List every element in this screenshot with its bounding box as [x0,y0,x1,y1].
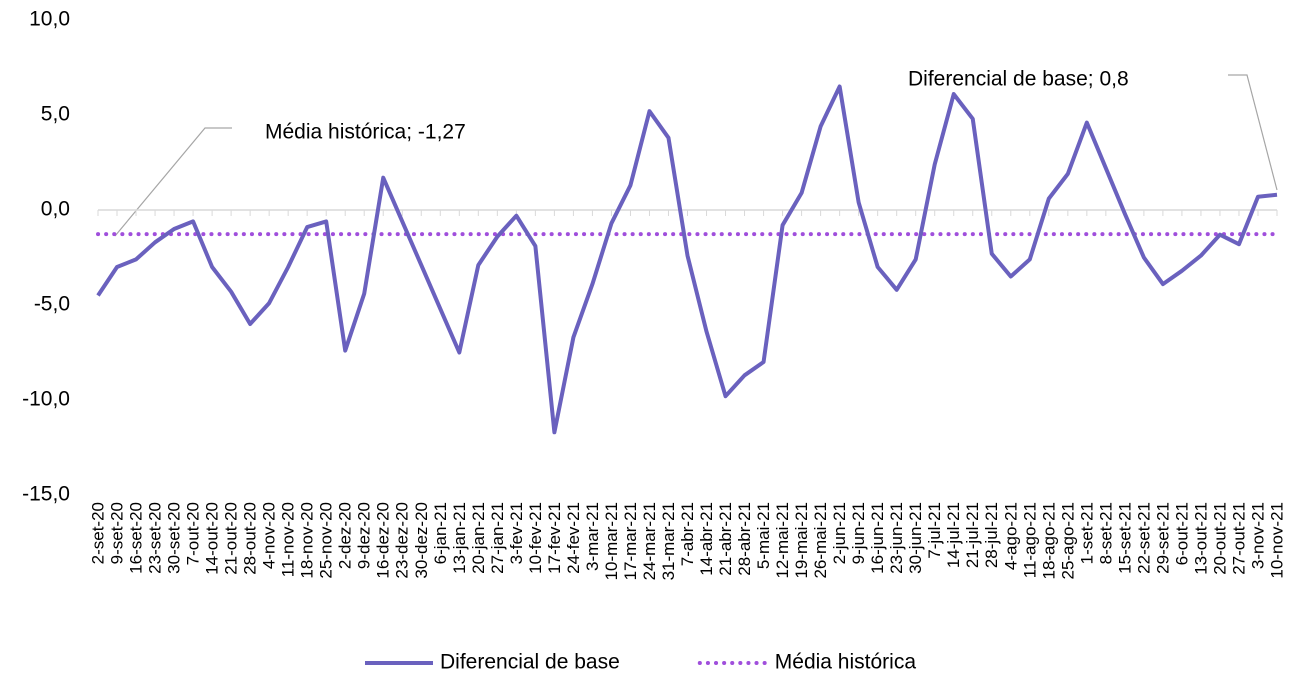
x-tick-label: 20-out-21 [1210,502,1229,575]
x-tick-label: 29-set-21 [1153,502,1172,574]
x-tick-label: 25-nov-20 [317,502,336,579]
x-tick-label: 14-out-20 [203,502,222,575]
x-tick-label: 14-jul-21 [944,502,963,568]
x-tick-label: 14-abr-21 [697,502,716,576]
x-tick-label: 2-jun-21 [830,502,849,564]
x-tick-label: 18-nov-20 [298,502,317,579]
x-tick-label: 30-set-20 [165,502,184,574]
x-tick-label: 2-dez-20 [336,502,355,569]
series-line [96,84,1278,435]
x-tick-label: 5-mai-21 [754,502,773,569]
x-tick-label: 4-ago-21 [1001,502,1020,570]
x-tick-label: 24-fev-21 [564,502,583,574]
x-tick-label: 16-dez-20 [374,502,393,579]
x-tick-label: 10-nov-21 [1267,502,1286,579]
x-tick-label: 9-set-20 [108,502,127,564]
x-tick-label: 2-set-20 [88,502,107,564]
legend-label: Média histórica [775,651,917,674]
x-tick-label: 16-set-20 [127,502,146,574]
legend-label: Diferencial de base [440,651,620,674]
y-tick-label: -5,0 [34,293,70,316]
x-tick-label: 10-fev-21 [526,502,545,574]
x-tick-label: 7-jul-21 [925,502,944,559]
x-tick-label: 21-jul-21 [963,502,982,568]
x-tick-label: 16-jun-21 [868,502,887,574]
x-tick-label: 30-jun-21 [906,502,925,574]
x-tick-label: 26-mai-21 [811,502,830,579]
x-tick-label: 28-jul-21 [982,502,1001,568]
x-tick-label: 1-set-21 [1077,502,1096,564]
x-tick-label: 10-mar-21 [602,502,621,580]
x-tick-label: 12-mai-21 [773,502,792,579]
x-tick-label: 27-jan-21 [488,502,507,574]
x-tick-label: 13-out-21 [1191,502,1210,575]
x-tick-label: 25-ago-21 [1058,502,1077,580]
x-tick-label: 28-out-20 [241,502,260,575]
y-tick-label: 0,0 [41,198,70,221]
x-tick-label: 22-set-21 [1134,502,1153,574]
y-tick-label: -10,0 [22,388,70,411]
x-tick-label: 19-mai-21 [792,502,811,579]
x-tick-label: 30-dez-20 [412,502,431,579]
y-tick-label: 5,0 [41,103,70,126]
x-tick-label: 27-out-21 [1229,502,1248,575]
x-tick-label: 11-nov-20 [279,502,298,577]
x-tick-label: 6-jan-21 [431,502,450,564]
x-tick-label: 20-jan-21 [469,502,488,574]
x-tick-label: 17-fev-21 [545,502,564,574]
x-tick-label: 11-ago-21 [1020,502,1039,578]
x-tick-label: 9-jun-21 [849,502,868,564]
x-tick-label: 3-nov-21 [1248,502,1267,569]
x-tick-label: 23-set-20 [146,502,165,574]
x-tick-label: 4-nov-20 [260,502,279,569]
x-tick-label: 7-abr-21 [678,502,697,566]
x-tick-label: 8-set-21 [1096,502,1115,564]
x-tick-label: 24-mar-21 [640,502,659,580]
x-tick-label: 21-out-20 [222,502,241,575]
x-tick-label: 3-fev-21 [507,502,526,564]
annotation: Diferencial de base; 0,8 [908,68,1129,91]
y-tick-label: -15,0 [22,483,70,506]
x-tick-label: 21-abr-21 [716,502,735,576]
x-tick-label: 31-mar-21 [659,502,678,580]
x-tick-label: 23-jun-21 [887,502,906,574]
leader-line [1228,74,1278,191]
x-tick-label: 28-abr-21 [735,502,754,576]
x-tick-label: 3-mar-21 [583,502,602,571]
x-tick-label: 9-dez-20 [355,502,374,569]
y-tick-label: 10,0 [29,8,70,31]
x-tick-label: 7-out-20 [184,502,203,565]
x-tick-label: 18-ago-21 [1039,502,1058,580]
leader-line [114,127,232,237]
x-tick-label: 6-out-21 [1172,502,1191,565]
x-tick-label: 17-mar-21 [621,502,640,580]
x-tick-label: 15-set-21 [1115,502,1134,574]
x-tick-label: 23-dez-20 [393,502,412,579]
x-tick-label: 13-jan-21 [450,502,469,574]
annotation: Média histórica; -1,27 [265,121,466,144]
